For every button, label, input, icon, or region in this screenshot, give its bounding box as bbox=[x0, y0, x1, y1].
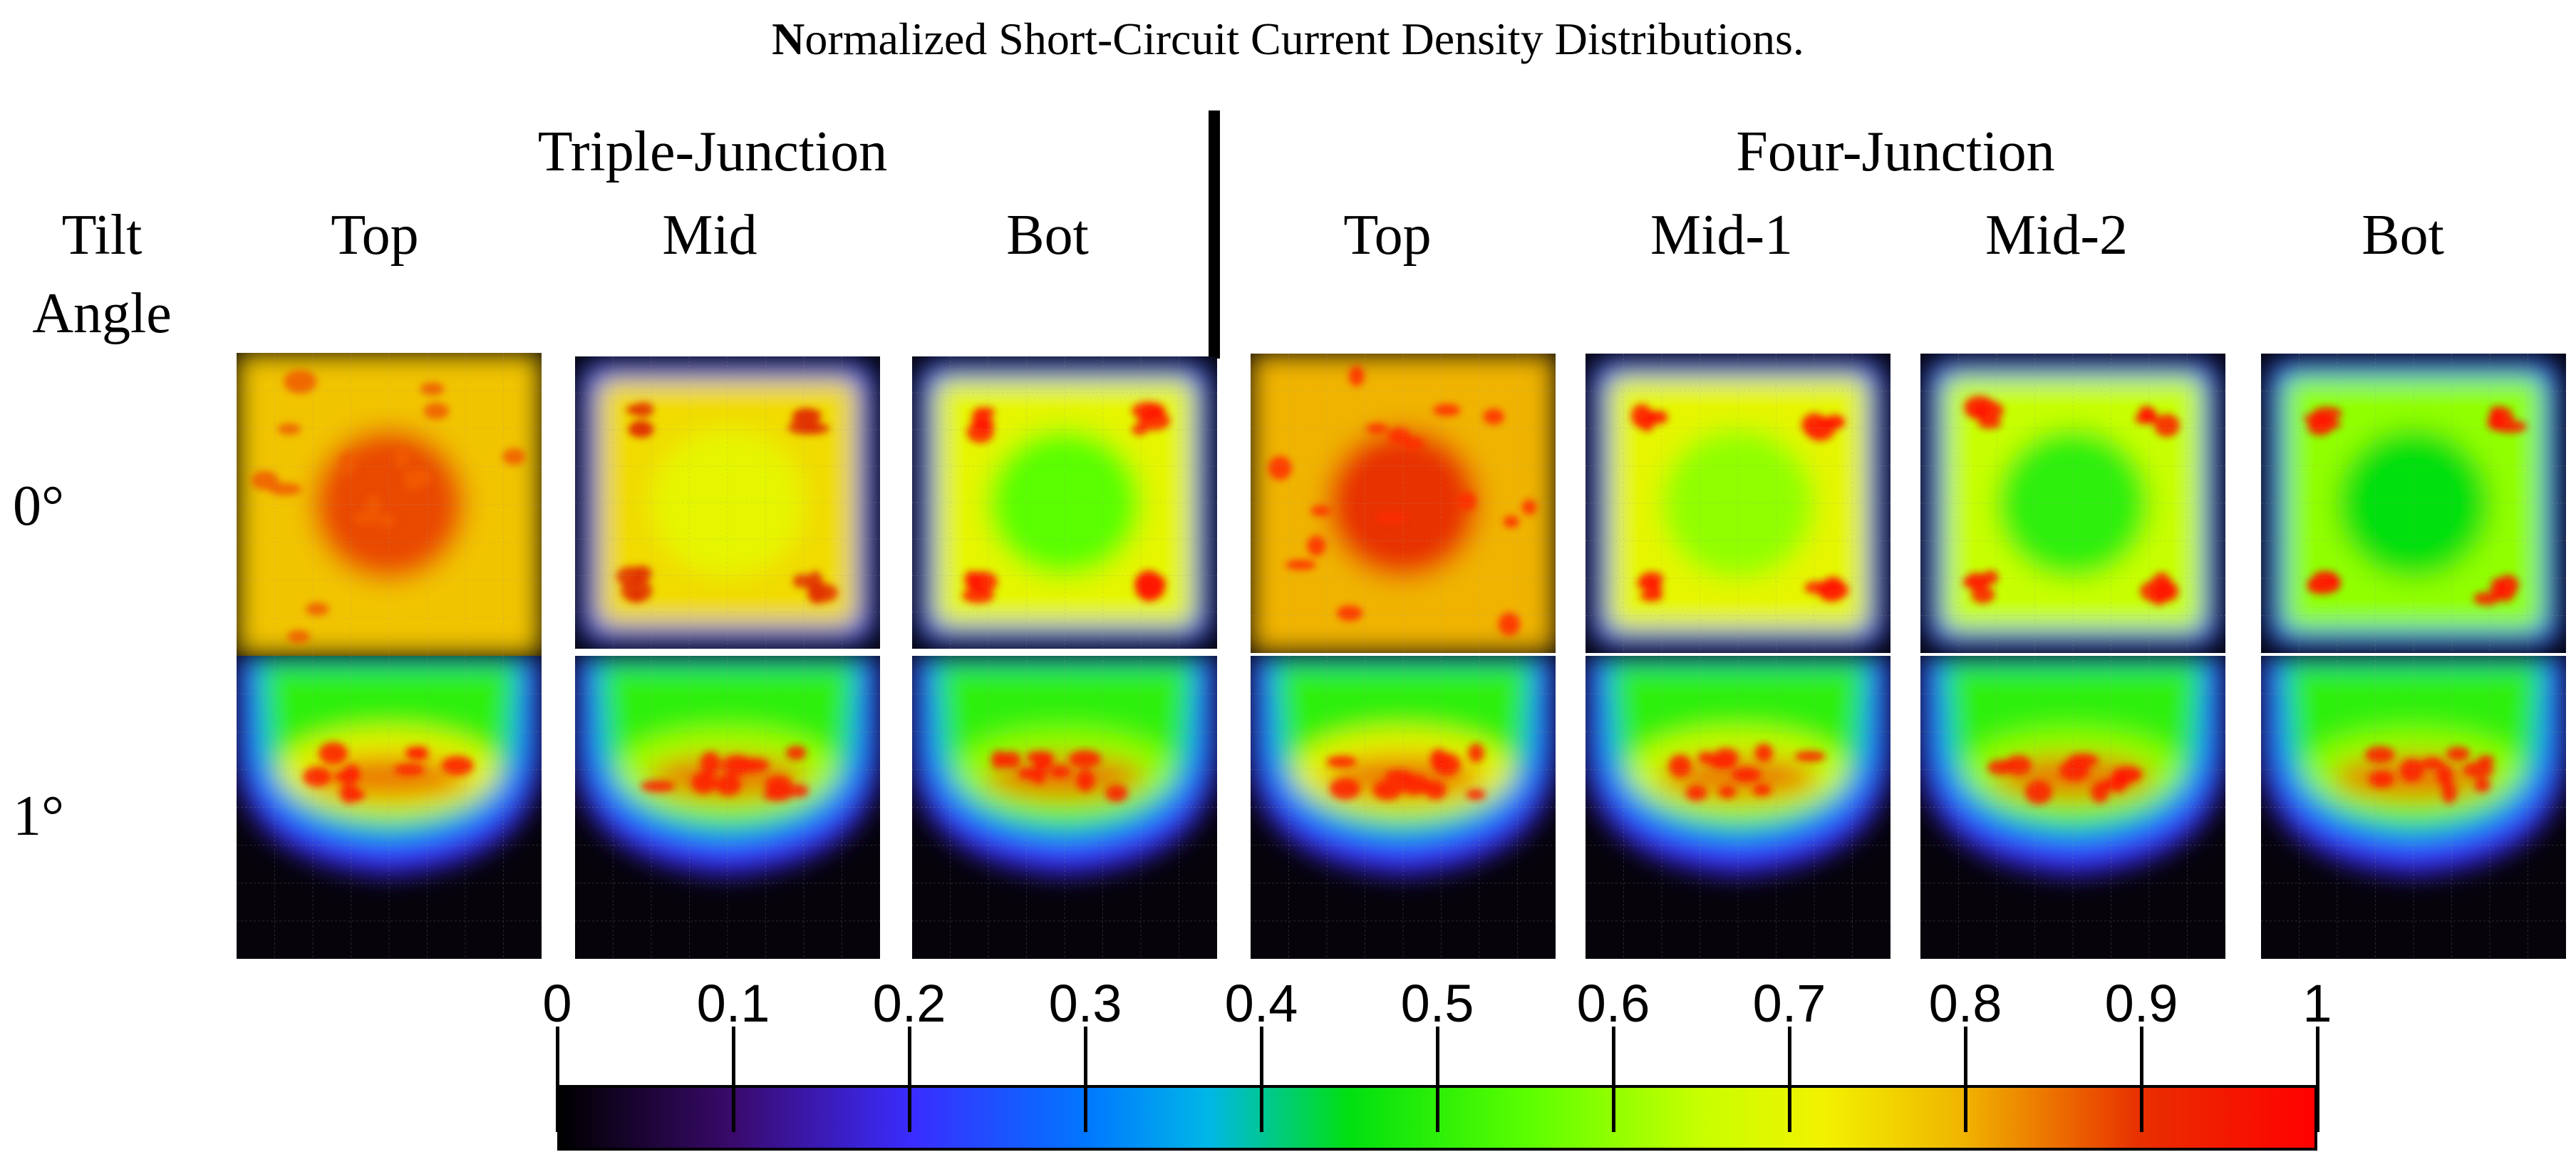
colorbar-tick bbox=[908, 1027, 911, 1132]
heatmap-fj-bot-0deg bbox=[2261, 354, 2566, 653]
col-tj-top: Top bbox=[331, 204, 419, 267]
colorbar-tick-label: 0.7 bbox=[1752, 974, 1826, 1033]
colorbar-tick bbox=[1964, 1027, 1967, 1132]
heatmap-tj-top-0deg bbox=[237, 353, 542, 656]
colorbar-tick-label: 0.9 bbox=[2104, 974, 2178, 1033]
heatmap-tj-mid-1deg bbox=[575, 656, 880, 959]
col-fj-mid2: Mid-2 bbox=[1985, 204, 2128, 267]
colorbar-tick-label: 1 bbox=[2302, 974, 2332, 1033]
colorbar-tick bbox=[1084, 1027, 1087, 1132]
heatmap-fj-mid2-0deg bbox=[1920, 354, 2225, 653]
group-divider bbox=[1209, 110, 1220, 359]
heatmap-tj-bot-0deg bbox=[912, 356, 1217, 649]
four-junction-header: Four-Junction bbox=[1736, 120, 2055, 183]
row-label-0deg: 0° bbox=[13, 475, 64, 538]
triple-junction-header: Triple-Junction bbox=[537, 120, 888, 183]
colorbar-tick-label: 0.2 bbox=[872, 974, 946, 1033]
heatmap-fj-mid1-0deg bbox=[1586, 354, 1890, 653]
colorbar-tick bbox=[732, 1027, 735, 1132]
colorbar-tick-label: 0.3 bbox=[1048, 974, 1122, 1033]
colorbar-tick bbox=[1260, 1027, 1263, 1132]
colorbar-tick bbox=[556, 1027, 559, 1132]
colorbar-tick bbox=[1612, 1027, 1615, 1132]
colorbar-tick-label: 0.6 bbox=[1576, 974, 1650, 1033]
colorbar-tick-label: 0.1 bbox=[696, 974, 770, 1033]
colorbar-tick bbox=[2140, 1027, 2143, 1132]
col-fj-mid1: Mid-1 bbox=[1650, 204, 1793, 267]
colorbar-tick-label: 0 bbox=[542, 974, 572, 1033]
colorbar-tick-label: 0.4 bbox=[1224, 974, 1298, 1033]
colorbar-tick bbox=[2316, 1027, 2319, 1132]
heatmap-fj-mid1-1deg bbox=[1586, 656, 1890, 959]
col-tj-bot: Bot bbox=[1006, 204, 1089, 267]
tilt-header-line2: Angle bbox=[32, 282, 172, 345]
figure-title: Normalized Short-Circuit Current Density… bbox=[772, 14, 1804, 64]
col-tj-mid: Mid bbox=[662, 204, 757, 267]
colorbar-tick-label: 0.5 bbox=[1400, 974, 1474, 1033]
col-fj-top: Top bbox=[1343, 204, 1432, 267]
heatmap-fj-top-1deg bbox=[1251, 656, 1556, 959]
heatmap-tj-mid-0deg bbox=[575, 356, 880, 649]
heatmap-tj-top-1deg bbox=[237, 656, 542, 959]
colorbar-tick-label: 0.8 bbox=[1928, 974, 2002, 1033]
heatmap-fj-mid2-1deg bbox=[1920, 656, 2225, 959]
colorbar-tick bbox=[1788, 1027, 1791, 1132]
tilt-header-line1: Tilt bbox=[61, 204, 143, 267]
heatmap-fj-bot-1deg bbox=[2261, 656, 2566, 959]
row-label-1deg: 1° bbox=[13, 785, 64, 848]
heatmap-tj-bot-1deg bbox=[912, 656, 1217, 959]
colorbar-tick bbox=[1436, 1027, 1439, 1132]
heatmap-fj-top-0deg bbox=[1251, 354, 1556, 653]
col-fj-bot: Bot bbox=[2362, 204, 2444, 267]
